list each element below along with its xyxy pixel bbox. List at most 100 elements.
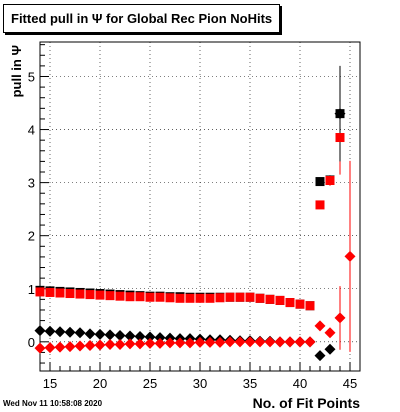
square-marker [65, 289, 75, 299]
square-marker [225, 292, 235, 302]
grid-lines [40, 42, 360, 371]
square-marker [45, 287, 55, 297]
diamond-marker [304, 336, 316, 348]
square-marker [95, 290, 105, 300]
diamond-marker [74, 340, 86, 352]
diamond-marker [214, 336, 226, 348]
square-marker [195, 293, 205, 303]
diamond-marker [84, 340, 96, 352]
square-marker [35, 287, 45, 297]
diamond-marker [294, 336, 306, 348]
square-marker [205, 293, 215, 303]
x-tick-label: 45 [343, 376, 357, 391]
diamond-marker [324, 327, 336, 339]
diamond-marker [134, 331, 146, 343]
diamond-marker [84, 328, 96, 340]
diamond-marker [154, 332, 166, 344]
diamond-marker [94, 339, 106, 351]
diamond-marker [124, 330, 136, 342]
square-marker [295, 299, 305, 309]
diamond-marker [224, 336, 236, 348]
diamond-marker [194, 336, 206, 348]
square-marker [275, 295, 285, 305]
x-tick-label: 15 [43, 376, 57, 391]
diamond-marker [174, 337, 186, 349]
diamond-marker [114, 329, 126, 341]
diamond-marker [44, 342, 56, 354]
y-tick-label: 3 [28, 176, 35, 191]
diamond-marker [344, 250, 356, 262]
diamond-marker [234, 336, 246, 348]
square-marker [235, 292, 245, 302]
diamond-marker [54, 341, 66, 353]
diamond-marker [254, 336, 266, 348]
axis-ticks [39, 44, 361, 371]
square-marker [215, 293, 225, 303]
diamond-marker [34, 325, 46, 337]
diamond-marker [44, 325, 56, 337]
diamond-marker [334, 312, 346, 324]
diamond-marker [154, 337, 166, 349]
square-marker [265, 294, 275, 304]
y-tick-label: 5 [28, 69, 35, 84]
y-tick-label: 2 [28, 229, 35, 244]
square-marker [145, 292, 155, 302]
square-marker [115, 291, 125, 301]
square-marker [135, 292, 145, 302]
y-tick-label: 0 [28, 335, 35, 350]
diamond-marker [284, 336, 296, 348]
y-axis-label: pull in Ψ [9, 45, 24, 97]
square-marker [155, 292, 165, 302]
square-marker [335, 133, 345, 143]
x-tick-label: 20 [93, 376, 107, 391]
x-tick-label: 25 [143, 376, 157, 391]
square-marker [255, 293, 265, 303]
square-marker [245, 292, 255, 302]
square-marker [285, 298, 295, 308]
diamond-marker [264, 336, 276, 348]
y-tick-label: 4 [28, 123, 35, 138]
data-markers [34, 108, 356, 362]
diamond-marker [164, 337, 176, 349]
x-tick-label: 30 [193, 376, 207, 391]
square-marker [125, 292, 135, 302]
square-marker [175, 293, 185, 303]
square-marker [325, 175, 335, 185]
square-marker [85, 290, 95, 300]
square-marker [105, 291, 115, 301]
diamond-marker [314, 350, 326, 362]
diamond-marker [94, 328, 106, 340]
diamond-marker [34, 342, 46, 354]
square-marker [55, 288, 65, 298]
diamond-marker [274, 336, 286, 348]
diamond-marker [104, 338, 116, 350]
x-tick-label: 40 [293, 376, 307, 391]
diamond-marker [204, 336, 216, 348]
square-marker [305, 301, 315, 311]
diamond-marker [144, 331, 156, 343]
diamond-marker [64, 341, 76, 353]
timestamp: Wed Nov 11 10:58:08 2020 [3, 399, 103, 408]
diamond-marker [104, 329, 116, 341]
square-marker [185, 293, 195, 303]
y-tick-label: 1 [28, 282, 35, 297]
diamond-marker [314, 320, 326, 332]
diamond-marker [184, 337, 196, 349]
diamond-marker [64, 326, 76, 338]
diamond-marker [124, 338, 136, 350]
diamond-marker [144, 337, 156, 349]
square-marker [315, 200, 325, 210]
diamond-marker [334, 108, 346, 120]
square-marker [75, 289, 85, 299]
square-marker [315, 177, 325, 187]
x-tick-label: 35 [243, 376, 257, 391]
diamond-marker [134, 338, 146, 350]
diamond-marker [74, 327, 86, 339]
diamond-marker [324, 343, 336, 355]
diamond-marker [54, 326, 66, 338]
diamond-marker [114, 338, 126, 350]
x-axis-label: No. of Fit Points [253, 395, 361, 411]
square-marker [165, 293, 175, 303]
